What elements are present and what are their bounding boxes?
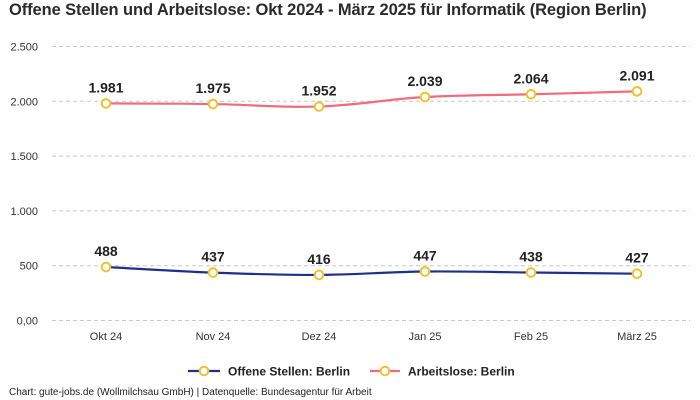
data-label: 447 [413,248,437,264]
legend[interactable]: Offene Stellen: Berlin Arbeitslose: Berli… [188,365,515,379]
data-point [631,86,643,97]
data-point [207,98,219,110]
data-point [100,261,112,273]
chart-title: Offene Stellen und Arbeitslose: Okt 2024… [9,1,647,19]
data-label: 2.091 [619,67,654,83]
data-label: 427 [625,250,649,266]
data-label: 438 [519,248,543,264]
data-label: 2.064 [513,70,548,86]
data-point [207,267,219,278]
y-tick-label: 0,00 [17,316,38,328]
x-tick-label: Okt 24 [90,331,122,343]
series-line-arbeitslose [105,90,638,108]
data-point [419,91,431,103]
x-tick-label: Dez 24 [302,331,337,343]
y-axis-ticks: 0,00 500 1.000 1.500 2.000 2.500 [10,42,38,328]
y-tick-label: 2.500 [10,42,38,54]
series-line-offene-stellen [105,265,638,277]
data-label: 437 [201,249,225,265]
data-label: 416 [307,251,331,267]
legend-label: Arbeitslose: Berlin [408,365,515,379]
data-point [525,267,537,278]
legend-marker [198,365,210,377]
x-tick-label: Nov 24 [196,331,231,343]
data-point [313,269,325,281]
data-point [100,98,112,109]
data-label: 1.975 [195,80,230,96]
source-footer: Chart: gute-jobs.de (Wollmilchsau GmbH) … [9,387,372,398]
data-point [631,268,643,280]
data-label: 2.039 [407,73,442,89]
legend-item[interactable]: Arbeitslose: Berlin [370,365,515,379]
data-point [313,101,325,112]
y-tick-label: 2.000 [10,96,38,108]
legend-label: Offene Stellen: Berlin [228,365,350,379]
x-axis-ticks: Okt 24 Nov 24 Dez 24 Jan 25 Feb 25 März 25 [90,331,657,343]
x-tick-label: Feb 25 [514,331,548,343]
y-tick-label: 500 [20,261,38,273]
y-tick-label: 1.000 [10,206,38,218]
series-lines [100,86,643,281]
legend-marker [379,365,391,377]
data-labels: 488 437 416 447 438 427 1.981 1.975 1.952 2.039 2.… [88,67,654,267]
data-label: 1.952 [301,83,336,99]
x-tick-label: Jan 25 [408,331,441,343]
data-label: 1.981 [88,79,123,95]
legend-item[interactable]: Offene Stellen: Berlin [188,365,350,379]
data-label: 488 [94,243,118,259]
y-tick-label: 1.500 [10,151,38,163]
x-tick-label: März 25 [617,331,657,343]
data-point [419,266,431,277]
data-point [525,88,537,100]
gridlines [52,46,690,321]
